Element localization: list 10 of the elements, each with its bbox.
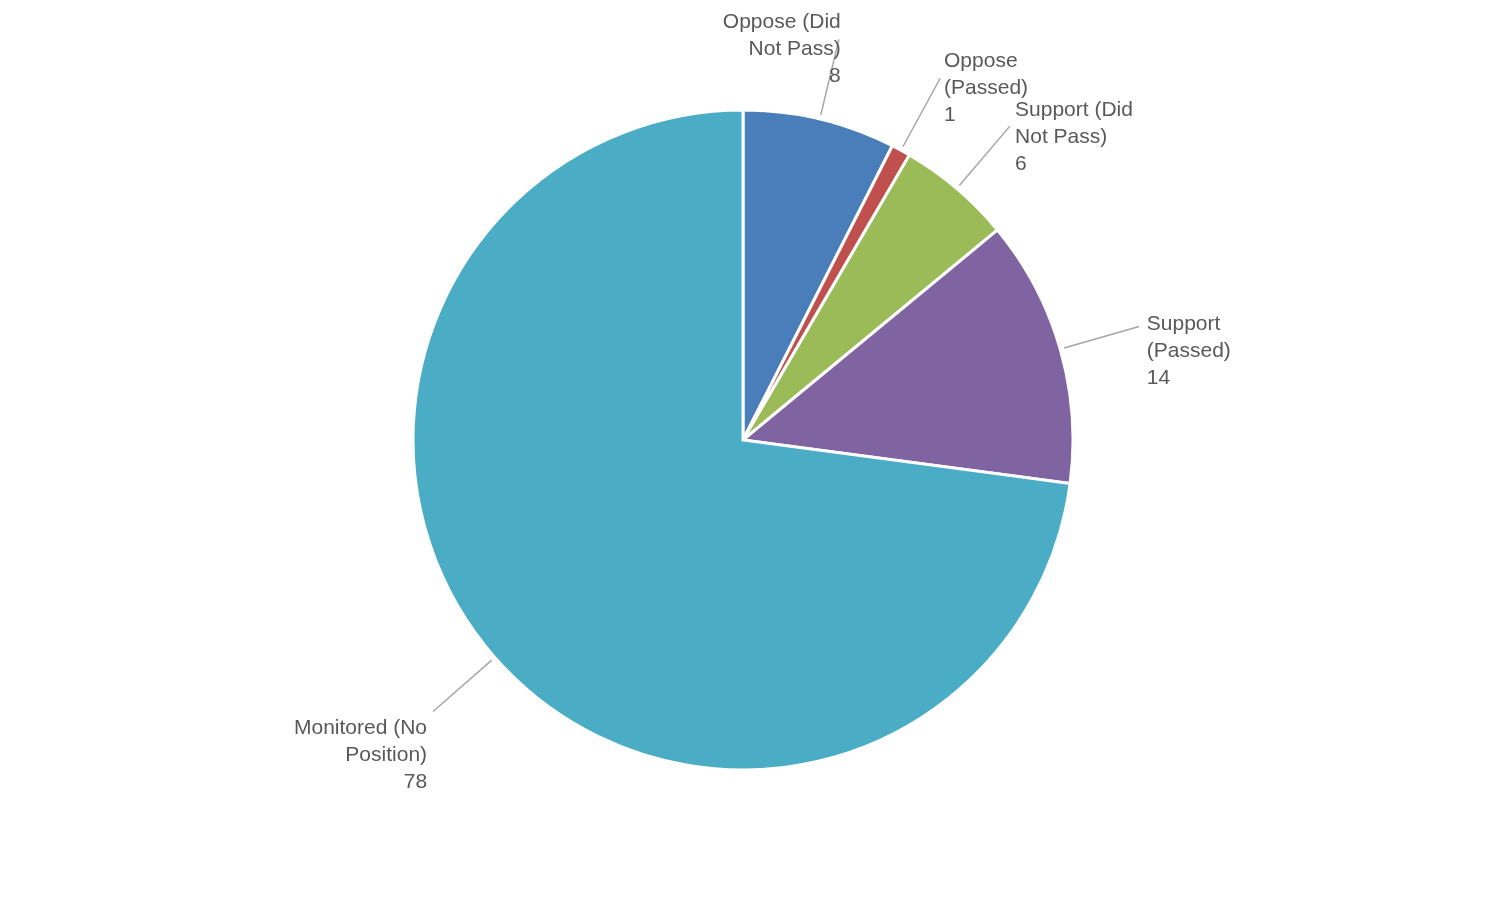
slice-label: Support (Did Not Pass) xyxy=(1015,97,1133,148)
slice-label: Oppose (Did Not Pass) xyxy=(722,8,841,59)
data-label: 6 xyxy=(1015,151,1027,175)
data-label: 14 xyxy=(1146,365,1171,389)
slice-label: Monitored (No Position) xyxy=(294,714,428,765)
slice-label: Oppose (Passed) xyxy=(944,48,1029,99)
data-label: 78 xyxy=(403,768,428,792)
data-label: 1 xyxy=(944,102,956,126)
data-label: 8 xyxy=(829,62,841,86)
slice-label: Support (Passed) xyxy=(1146,311,1231,362)
